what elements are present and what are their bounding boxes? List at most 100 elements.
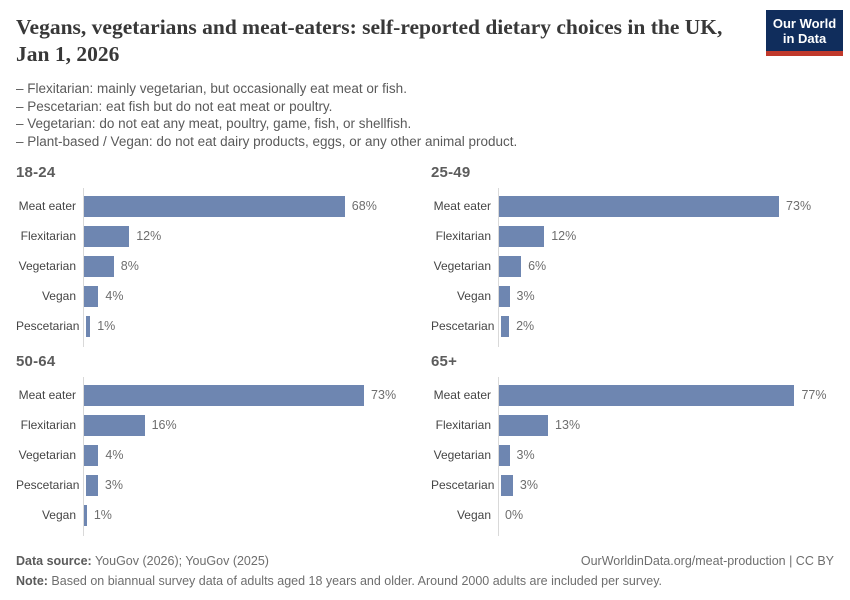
data-source: Data source: YouGov (2026); YouGov (2025…: [16, 554, 269, 568]
bar-chart: Meat eater 73% Flexitarian 16% Vegetaria…: [16, 377, 419, 536]
category-label: Vegan: [41, 289, 76, 303]
category-label: Meat eater: [433, 199, 491, 213]
owid-link[interactable]: OurWorldinData.org/meat-production | CC …: [580, 554, 834, 568]
data-source-text: YouGov (2026); YouGov (2025): [91, 554, 269, 568]
y-axis-line: [83, 188, 84, 347]
bar-row: Vegetarian 8%: [16, 251, 419, 281]
bar-chart: Meat eater 73% Flexitarian 12% Vegetaria…: [431, 188, 834, 347]
value-label: 77%: [801, 388, 827, 402]
category-label: Pescetarian: [16, 478, 80, 492]
owid-logo[interactable]: Our World in Data: [766, 10, 843, 56]
panel-65plus: 65+ Meat eater 77% Flexitarian 13% Veget…: [431, 353, 834, 536]
note-text: Based on biannual survey data of adults …: [47, 574, 663, 588]
definition-pescetarian: – Pescetarian: eat fish but do not eat m…: [16, 98, 333, 114]
note-label: Note:: [16, 574, 48, 588]
bar-row: Flexitarian 12%: [16, 221, 419, 251]
bar: [498, 195, 780, 217]
value-label: 8%: [120, 259, 139, 273]
value-label: 4%: [105, 448, 124, 462]
bar-row: Pescetarian 3%: [16, 470, 419, 500]
panel-18-24: 18-24 Meat eater 68% Flexitarian 12% Veg…: [16, 164, 419, 347]
category-label: Flexitarian: [435, 418, 491, 432]
category-label: Vegan: [456, 508, 491, 522]
bar-chart: Meat eater 77% Flexitarian 13% Vegetaria…: [431, 377, 834, 536]
value-label: 73%: [786, 199, 812, 213]
bar-row: Vegan 0%: [431, 500, 834, 530]
category-label: Flexitarian: [20, 418, 76, 432]
bar: [83, 255, 114, 277]
value-label: 12%: [551, 229, 577, 243]
category-label: Pescetarian: [431, 319, 495, 333]
value-label: 73%: [371, 388, 397, 402]
bar-row: Pescetarian 2%: [431, 311, 834, 341]
value-label: 2%: [516, 319, 535, 333]
bar: [83, 225, 130, 247]
category-label: Pescetarian: [16, 319, 80, 333]
footer-note: Note: Based on biannual survey data of a…: [16, 574, 834, 588]
bar-row: Meat eater 73%: [431, 191, 834, 221]
bar: [498, 225, 545, 247]
value-label: 68%: [351, 199, 377, 213]
bar: [83, 414, 145, 436]
category-label: Pescetarian: [431, 478, 495, 492]
bar-row: Vegetarian 3%: [431, 440, 834, 470]
bar: [83, 285, 99, 307]
category-label: Flexitarian: [20, 229, 76, 243]
category-label: Vegan: [41, 508, 76, 522]
value-label: 6%: [528, 259, 547, 273]
bar: [501, 474, 513, 496]
category-label: Flexitarian: [435, 229, 491, 243]
bar: [83, 504, 87, 526]
y-axis-line: [498, 188, 499, 347]
category-label: Meat eater: [18, 199, 76, 213]
category-label: Vegan: [456, 289, 491, 303]
category-label: Vegetarian: [18, 259, 76, 273]
bar-row: Vegetarian 6%: [431, 251, 834, 281]
value-label: 1%: [93, 508, 112, 522]
value-label: 16%: [151, 418, 177, 432]
panel-title: 25-49: [431, 164, 471, 181]
bar-row: Vegan 1%: [16, 500, 419, 530]
page-title: Vegans, vegetarians and meat-eaters: sel…: [16, 15, 723, 66]
bar: [83, 444, 99, 466]
definition-flexitarian: – Flexitarian: mainly vegetarian, but oc…: [16, 81, 407, 96]
bar: [83, 384, 365, 406]
definition-vegan: – Plant-based / Vegan: do not eat dairy …: [16, 133, 518, 149]
bar-chart: Meat eater 68% Flexitarian 12% Vegetaria…: [16, 188, 419, 347]
bar: [498, 444, 510, 466]
panel-title: 18-24: [16, 164, 56, 181]
owid-logo-text: Our World in Data: [766, 10, 843, 51]
bar-row: Vegetarian 4%: [16, 440, 419, 470]
bar: [83, 195, 345, 217]
y-axis-line: [498, 377, 499, 536]
value-label: 0%: [505, 508, 524, 522]
category-label: Meat eater: [18, 388, 76, 402]
bar-row: Flexitarian 12%: [431, 221, 834, 251]
value-label: 1%: [97, 319, 116, 333]
definition-vegetarian: – Vegetarian: do not eat any meat, poult…: [16, 116, 412, 131]
value-label: 13%: [555, 418, 581, 432]
bar-row: Meat eater 77%: [431, 380, 834, 410]
y-axis-line: [83, 377, 84, 536]
value-label: 4%: [105, 289, 124, 303]
bar-row: Vegan 4%: [16, 281, 419, 311]
bar: [501, 315, 510, 337]
chart-footer: Data source: YouGov (2026); YouGov (2025…: [16, 554, 834, 588]
owid-logo-accent-bar: [766, 51, 843, 56]
panel-25-49: 25-49 Meat eater 73% Flexitarian 12% Veg…: [431, 164, 834, 347]
bar-row: Flexitarian 13%: [431, 410, 834, 440]
bar-row: Pescetarian 1%: [16, 311, 419, 341]
category-label: Vegetarian: [433, 259, 491, 273]
bar-row: Flexitarian 16%: [16, 410, 419, 440]
facet-grid: 18-24 Meat eater 68% Flexitarian 12% Veg…: [16, 164, 834, 536]
panel-title: 65+: [431, 353, 458, 370]
value-label: 3%: [104, 478, 123, 492]
value-label: 3%: [516, 448, 535, 462]
panel-50-64: 50-64 Meat eater 73% Flexitarian 16% Veg…: [16, 353, 419, 536]
bar: [498, 414, 549, 436]
bar: [86, 474, 98, 496]
bar: [498, 285, 510, 307]
category-label: Vegetarian: [433, 448, 491, 462]
category-label: Meat eater: [433, 388, 491, 402]
